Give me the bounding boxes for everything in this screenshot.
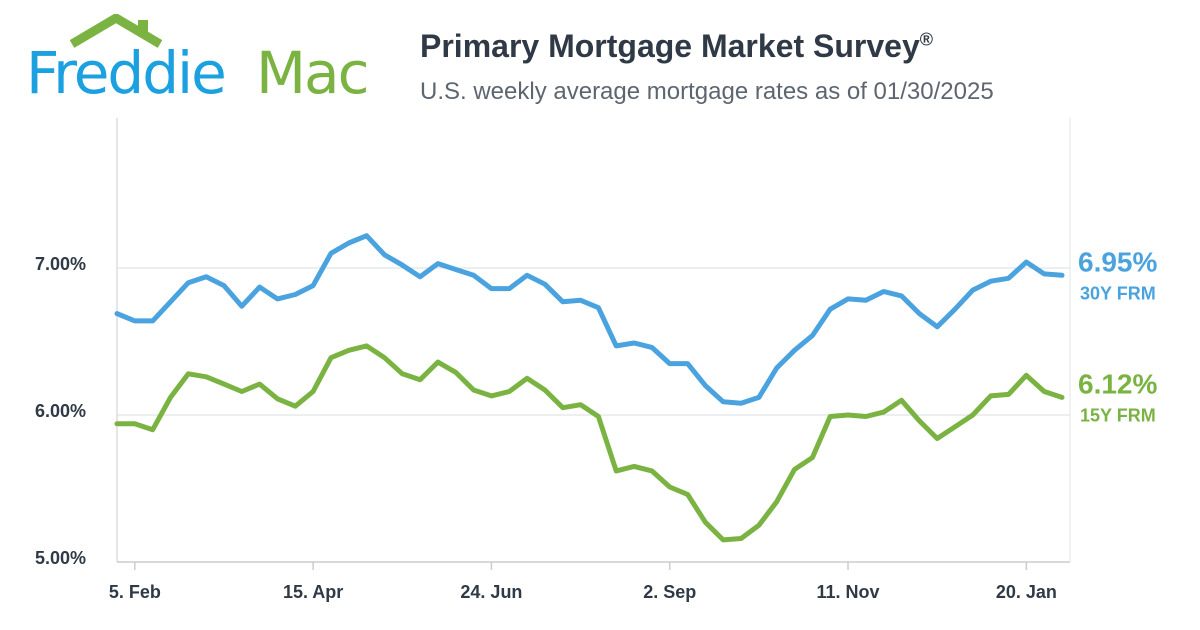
x-tick-label: 15. Apr [283,582,343,602]
x-tick-label: 20. Jan [996,582,1057,602]
logo-word-freddie: Freddie [26,39,227,107]
chart-title-text: Primary Mortgage Market Survey [420,28,920,64]
house-roof-icon [69,14,163,48]
chart-subtitle: U.S. weekly average mortgage rates as of… [420,78,994,105]
end-value-label: 6.95% [1078,246,1157,277]
x-tick-label: 2. Sep [643,582,696,602]
registered-mark: ® [919,29,934,50]
chart-title: Primary Mortgage Market Survey® [420,28,933,65]
y-tick-label: 6.00% [35,401,86,421]
y-tick-label: 5.00% [35,548,86,568]
series-name-label: 15Y FRM [1080,405,1156,425]
x-tick-label: 24. Jun [460,582,522,602]
freddie-mac-logo: Freddie Mac [24,14,384,109]
y-tick-label: 7.00% [35,254,86,274]
series-line-30y-frm [114,233,1065,406]
series-name-label: 30Y FRM [1080,283,1156,303]
x-tick-label: 11. Nov [817,582,880,602]
end-value-label: 6.12% [1078,368,1157,399]
logo-word-mac: Mac [256,39,369,107]
x-tick-label: 5. Feb [109,582,161,602]
series-line-15y-frm [114,343,1065,543]
